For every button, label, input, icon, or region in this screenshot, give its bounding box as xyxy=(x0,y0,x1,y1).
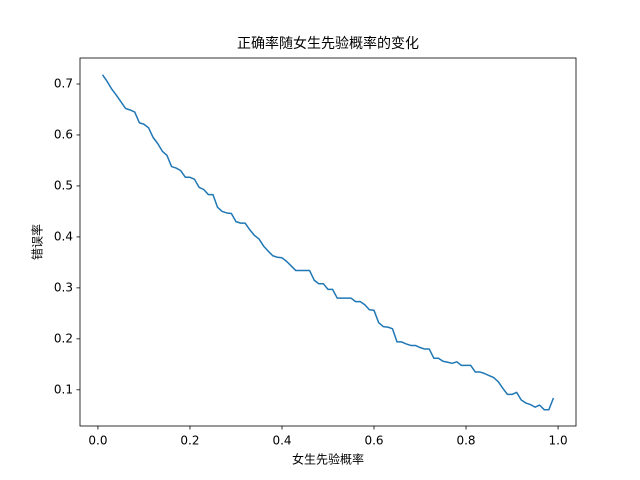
x-tick-label: 0.4 xyxy=(272,434,291,448)
x-tick-label: 0.0 xyxy=(88,434,107,448)
y-tick-label: 0.5 xyxy=(54,178,73,192)
y-tick-label: 0.4 xyxy=(54,229,73,243)
plot-frame xyxy=(79,57,577,427)
y-tick-label: 0.6 xyxy=(54,127,73,141)
x-tick-label: 0.8 xyxy=(456,434,475,448)
y-tick-label: 0.2 xyxy=(54,331,73,345)
x-tick-label: 0.6 xyxy=(364,434,383,448)
x-tick-label: 0.2 xyxy=(180,434,199,448)
y-axis-label: 错误率 xyxy=(30,224,45,260)
x-axis-label: 女生先验概率 xyxy=(292,452,364,467)
y-tick-label: 0.7 xyxy=(54,76,73,90)
data-line xyxy=(101,74,555,411)
y-tick-label: 0.1 xyxy=(54,382,73,396)
chart-title: 正确率随女生先验概率的变化 xyxy=(237,35,419,52)
x-tick-label: 1.0 xyxy=(549,434,568,448)
y-tick-label: 0.3 xyxy=(54,280,73,294)
